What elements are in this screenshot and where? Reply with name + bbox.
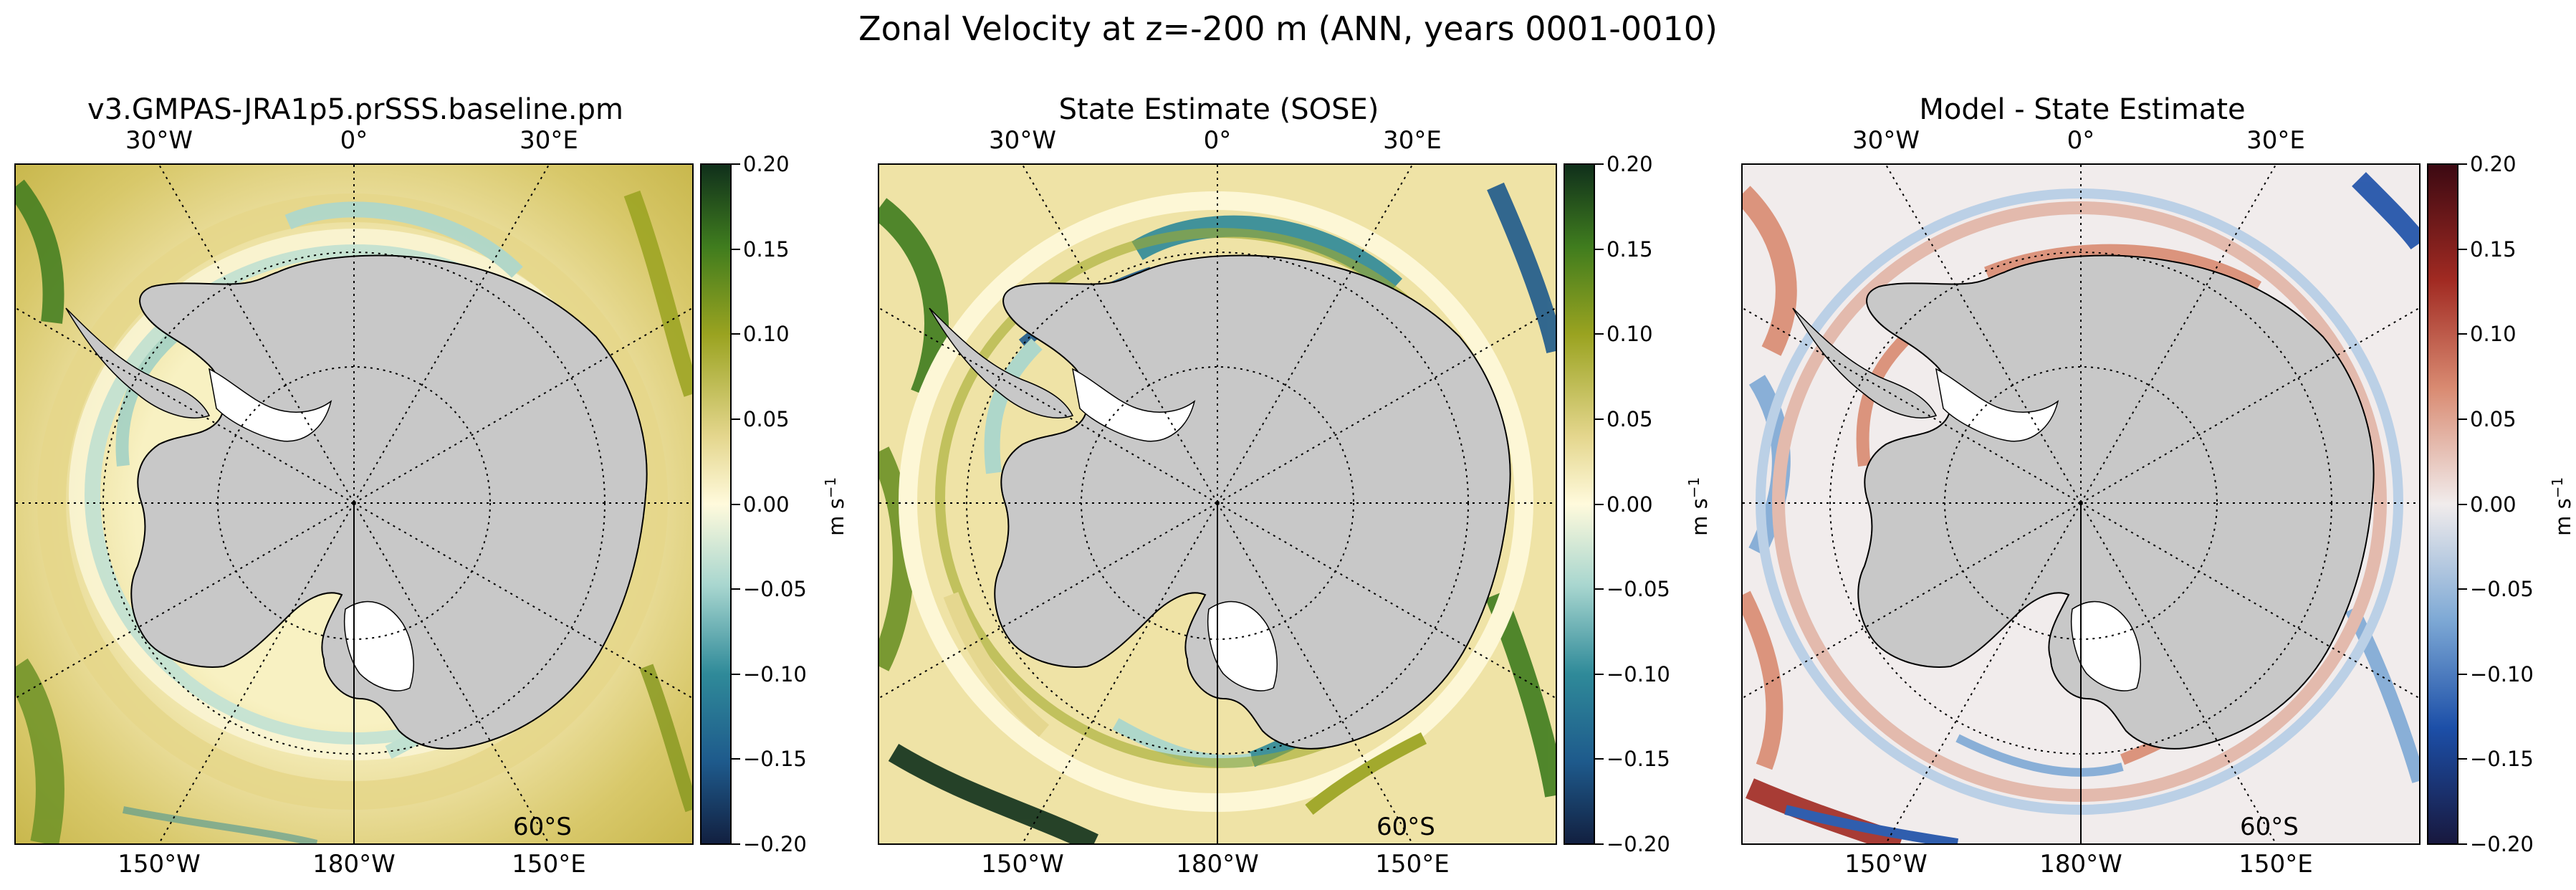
colorbar-tick — [1595, 673, 1604, 675]
lon-label-0-top: 0° — [1203, 126, 1232, 155]
colorbar-tick — [732, 588, 740, 590]
lon-label-180w-bottom: 180°W — [2039, 850, 2122, 879]
colorbar-tick-label: 0.10 — [1607, 322, 1653, 347]
lon-label-30w-top: 30°W — [1852, 126, 1920, 155]
colorbar-tick-label: 0.10 — [2470, 322, 2517, 347]
lat-label-60s: 60°S — [2240, 813, 2299, 841]
colorbar-tick-label: 0.05 — [2470, 406, 2517, 431]
colorbar-tick — [2458, 758, 2467, 760]
lon-label-30w-top: 30°W — [125, 126, 193, 155]
colorbar-tick-label: 0.20 — [743, 152, 790, 176]
lat-label-60s: 60°S — [1376, 813, 1435, 841]
lon-label-0-top: 0° — [340, 126, 368, 155]
colorbar-tick — [1595, 503, 1604, 505]
colorbar-tick — [732, 248, 740, 250]
panel-title: State Estimate (SOSE) — [1058, 93, 1379, 126]
colorbar-label: m s−1 — [822, 477, 848, 536]
colorbar-tick — [732, 418, 740, 420]
lon-label-150w-bottom: 150°W — [118, 850, 201, 879]
colorbar-tick — [732, 503, 740, 505]
panel-title: Model - State Estimate — [1919, 93, 2246, 126]
colorbar-tick — [1595, 758, 1604, 760]
colorbar-tick — [2458, 588, 2467, 590]
figure-title: Zonal Velocity at z=-200 m (ANN, years 0… — [858, 9, 1718, 48]
colorbar-tick-label: −0.05 — [1607, 577, 1670, 602]
colorbar-tick — [2458, 843, 2467, 845]
colorbar-tick-label: −0.05 — [2470, 577, 2534, 602]
colorbar-tick-label: −0.05 — [743, 577, 807, 602]
colorbar-tick — [1595, 248, 1604, 250]
colorbar-label: m s−1 — [1685, 477, 1712, 536]
colorbar-tick-label: 0.20 — [2470, 152, 2517, 176]
lon-label-150e-bottom: 150°E — [512, 850, 586, 879]
colorbar-tick-label: 0.00 — [1607, 492, 1653, 517]
colorbar-tick-label: −0.20 — [743, 832, 807, 856]
colorbar-observations — [1564, 163, 1595, 845]
lon-label-180w-bottom: 180°W — [1176, 850, 1259, 879]
lon-label-150e-bottom: 150°E — [1375, 850, 1450, 879]
lon-label-0-top: 0° — [2067, 126, 2095, 155]
colorbar-tick-label: −0.10 — [2470, 661, 2534, 686]
colorbar-tick-label: 0.00 — [2470, 492, 2517, 517]
lon-label-30e-top: 30°E — [2246, 126, 2305, 155]
colorbar-tick — [1595, 333, 1604, 335]
colorbar-tick — [1595, 418, 1604, 420]
colorbar-tick-label: 0.10 — [743, 322, 790, 347]
lon-label-150w-bottom: 150°W — [981, 850, 1064, 879]
colorbar-tick-label: −0.10 — [743, 661, 807, 686]
map-observations — [878, 163, 1557, 845]
colorbar-tick-label: 0.05 — [1607, 406, 1653, 431]
colorbar-tick — [732, 333, 740, 335]
colorbar-tick — [1595, 843, 1604, 845]
colorbar-tick — [732, 843, 740, 845]
colorbar-tick-label: −0.15 — [743, 747, 807, 772]
colorbar-tick-label: 0.00 — [743, 492, 790, 517]
colorbar-tick-label: −0.10 — [1607, 661, 1670, 686]
lon-label-180w-bottom: 180°W — [312, 850, 396, 879]
colorbar-tick — [732, 673, 740, 675]
colorbar-tick — [2458, 333, 2467, 335]
colorbar-tick-label: 0.05 — [743, 406, 790, 431]
lon-label-150e-bottom: 150°E — [2239, 850, 2313, 879]
lon-label-30e-top: 30°E — [519, 126, 578, 155]
colorbar-tick — [2458, 418, 2467, 420]
colorbar-tick-label: −0.20 — [1607, 832, 1670, 856]
map-difference — [1741, 163, 2421, 845]
colorbar-tick-label: 0.15 — [743, 236, 790, 262]
lat-label-60s: 60°S — [513, 813, 572, 841]
colorbar-tick — [2458, 673, 2467, 675]
colorbar-tick-label: 0.15 — [2470, 236, 2517, 262]
lon-label-30w-top: 30°W — [989, 126, 1056, 155]
colorbar-tick-label: 0.20 — [1607, 152, 1653, 176]
map-model — [14, 163, 694, 845]
colorbar-tick — [2458, 248, 2467, 250]
lon-label-30e-top: 30°E — [1383, 126, 1442, 155]
colorbar-tick — [1595, 588, 1604, 590]
colorbar-tick — [1595, 163, 1604, 165]
colorbar-tick — [732, 163, 740, 165]
colorbar-tick — [732, 758, 740, 760]
colorbar-tick-label: −0.15 — [1607, 747, 1670, 772]
lon-label-150w-bottom: 150°W — [1844, 850, 1928, 879]
colorbar-tick — [2458, 163, 2467, 165]
colorbar-tick-label: −0.20 — [2470, 832, 2534, 856]
colorbar-model — [700, 163, 732, 845]
colorbar-tick — [2458, 503, 2467, 505]
colorbar-tick-label: −0.15 — [2470, 747, 2534, 772]
colorbar-label: m s−1 — [2549, 477, 2575, 536]
panel-title: v3.GMPAS-JRA1p5.prSSS.baseline.pm — [87, 93, 623, 126]
colorbar-tick-label: 0.15 — [1607, 236, 1653, 262]
colorbar-difference — [2427, 163, 2458, 845]
